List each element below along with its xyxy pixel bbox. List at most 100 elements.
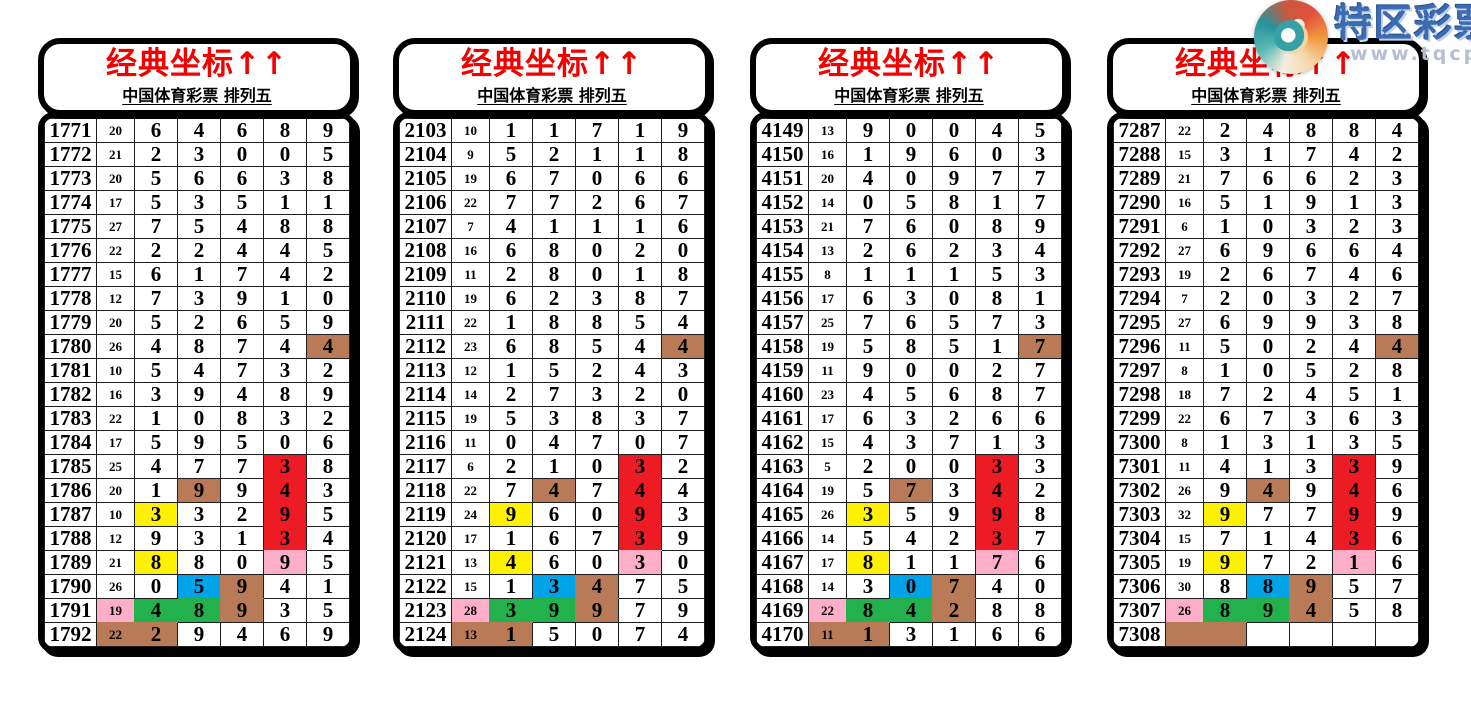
lottery-panel: 经典坐标↑↑ 中国体育彩票 排列五 1771 20 6 4 6 8 9 1772 21 2 3 0 0 5 17… <box>38 38 356 653</box>
digit-cell: 1 <box>932 550 976 575</box>
digit-cell: 6 <box>532 502 576 527</box>
id-cell: 2111 <box>399 310 452 335</box>
table-row: 1776 22 2 2 4 4 5 <box>44 238 350 263</box>
panel-subtitle: 中国体育彩票 排列五 <box>122 86 272 106</box>
digit-cell: 6 <box>220 310 264 335</box>
table-row: 7291 6 1 0 3 2 3 <box>1113 214 1419 239</box>
digit-cell: 3 <box>575 382 619 407</box>
digit-cell: 1 <box>489 574 533 599</box>
id-cell: 2113 <box>399 358 452 383</box>
digit-cell: 0 <box>575 166 619 191</box>
digit-cell: 2 <box>932 406 976 431</box>
digit-cell: 4 <box>846 166 890 191</box>
table-row: 7306 30 8 8 9 5 7 <box>1113 574 1419 599</box>
sum-cell: 11 <box>451 430 490 455</box>
digit-cell: 1 <box>1203 430 1247 455</box>
digit-cell: 5 <box>306 550 350 575</box>
digit-cell: 3 <box>263 598 307 623</box>
id-cell: 4157 <box>756 310 809 335</box>
digit-cell: 9 <box>1246 238 1290 263</box>
digit-cell: 7 <box>575 478 619 503</box>
digit-cell: 5 <box>575 334 619 359</box>
digit-cell: 5 <box>134 166 178 191</box>
sum-cell: 28 <box>451 598 490 623</box>
site-url[interactable]: www.tqcp.net <box>1350 43 1471 65</box>
digit-cell: 0 <box>220 550 264 575</box>
digit-cell: 2 <box>846 238 890 263</box>
digit-cell: 0 <box>1246 358 1290 383</box>
id-cell: 7305 <box>1113 550 1166 575</box>
digit-cell: 4 <box>661 622 705 647</box>
table-row: 4166 14 5 4 2 3 7 <box>756 526 1062 551</box>
digit-cell: 3 <box>489 598 533 623</box>
table-row: 2114 14 2 7 3 2 0 <box>399 382 705 407</box>
site-logo[interactable]: 特区彩票网 www.tqcp.net <box>1254 0 1471 74</box>
digit-cell: 0 <box>932 454 976 479</box>
digit-cell: 2 <box>1375 142 1419 167</box>
digit-cell: 3 <box>263 166 307 191</box>
digit-cell: 2 <box>134 238 178 263</box>
sum-cell: 17 <box>451 526 490 551</box>
sum-cell: 22 <box>1165 118 1204 143</box>
table-row: 4163 5 2 0 0 3 3 <box>756 454 1062 479</box>
id-cell: 1782 <box>44 382 97 407</box>
digit-cell: 2 <box>618 382 662 407</box>
digit-cell: 5 <box>846 478 890 503</box>
digit-cell: 2 <box>618 238 662 263</box>
digit-cell: 2 <box>489 382 533 407</box>
id-cell: 7297 <box>1113 358 1166 383</box>
digit-cell: 8 <box>177 550 221 575</box>
digit-cell: 7 <box>1018 526 1062 551</box>
digit-cell: 7 <box>846 310 890 335</box>
digit-cell: 5 <box>1289 358 1333 383</box>
digit-cell: 6 <box>1375 478 1419 503</box>
panel-title: 经典坐标↑↑ <box>106 45 288 82</box>
digit-cell: 0 <box>489 430 533 455</box>
table-row: 4149 13 9 0 0 4 5 <box>756 118 1062 143</box>
digit-cell: 1 <box>575 214 619 239</box>
digit-cell: 9 <box>1246 598 1290 623</box>
digit-cell: 3 <box>1018 454 1062 479</box>
panel-title: 经典坐标↑↑ <box>461 45 643 82</box>
digit-cell: 9 <box>177 478 221 503</box>
digit-cell: 9 <box>618 502 662 527</box>
table-row: 2122 15 1 3 4 7 5 <box>399 574 705 599</box>
digit-cell: 4 <box>532 478 576 503</box>
digit-cell: 0 <box>889 166 933 191</box>
digit-cell: 7 <box>618 574 662 599</box>
digit-cell: 0 <box>177 406 221 431</box>
id-cell: 4155 <box>756 262 809 287</box>
digit-cell: 0 <box>932 214 976 239</box>
digit-cell: 5 <box>220 190 264 215</box>
id-cell: 2115 <box>399 406 452 431</box>
digit-cell: 6 <box>846 286 890 311</box>
id-cell: 7300 <box>1113 430 1166 455</box>
digit-cell: 8 <box>177 334 221 359</box>
digit-cell: 6 <box>1018 550 1062 575</box>
digit-cell: 1 <box>618 118 662 143</box>
digit-cell: 6 <box>306 430 350 455</box>
digit-cell: 1 <box>618 142 662 167</box>
id-cell: 4150 <box>756 142 809 167</box>
digit-cell: 9 <box>889 142 933 167</box>
digit-cell: 1 <box>177 262 221 287</box>
id-cell: 1791 <box>44 598 97 623</box>
digit-cell: 4 <box>263 262 307 287</box>
id-cell: 1773 <box>44 166 97 191</box>
table-row: 2123 28 3 9 9 7 9 <box>399 598 705 623</box>
digit-cell: 0 <box>263 142 307 167</box>
digit-cell: 7 <box>1018 190 1062 215</box>
digit-cell: 1 <box>1246 142 1290 167</box>
digit-cell: 2 <box>306 262 350 287</box>
sum-cell: 15 <box>1165 142 1204 167</box>
digit-cell: 3 <box>618 526 662 551</box>
sum-cell: 19 <box>96 598 135 623</box>
table-row: 2117 6 2 1 0 3 2 <box>399 454 705 479</box>
digit-cell: 2 <box>1332 358 1376 383</box>
site-name[interactable]: 特区彩票网 <box>1334 1 1471 45</box>
digit-cell: 2 <box>1332 286 1376 311</box>
table-row: 2106 22 7 7 2 6 7 <box>399 190 705 215</box>
id-cell: 2121 <box>399 550 452 575</box>
digit-cell: 0 <box>575 262 619 287</box>
sum-cell: 20 <box>96 166 135 191</box>
